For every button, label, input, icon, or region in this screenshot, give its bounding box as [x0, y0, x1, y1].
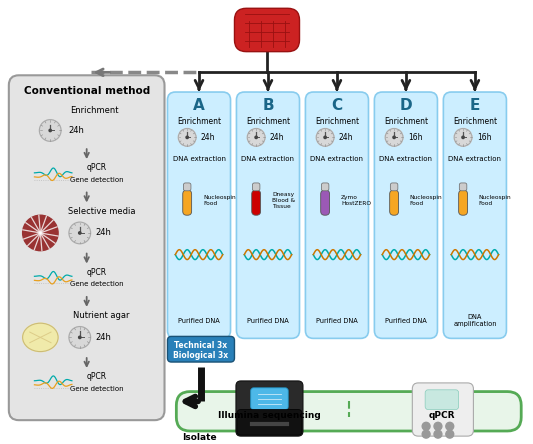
Circle shape [393, 136, 395, 139]
Text: B: B [262, 98, 274, 113]
FancyBboxPatch shape [425, 390, 458, 409]
FancyBboxPatch shape [321, 183, 329, 191]
Text: Nucleospin
Food: Nucleospin Food [479, 195, 512, 206]
Text: Purified DNA: Purified DNA [316, 317, 358, 324]
Circle shape [49, 129, 51, 132]
FancyBboxPatch shape [443, 92, 506, 338]
Text: Purified DNA: Purified DNA [178, 317, 220, 324]
FancyBboxPatch shape [459, 183, 467, 191]
Text: qPCR: qPCR [86, 163, 107, 172]
Text: D: D [400, 98, 412, 113]
FancyBboxPatch shape [183, 190, 192, 215]
Text: Selective media: Selective media [68, 207, 135, 216]
Circle shape [385, 128, 403, 146]
Circle shape [454, 128, 472, 146]
Text: Enrichment: Enrichment [70, 106, 119, 115]
FancyBboxPatch shape [413, 383, 473, 436]
Circle shape [255, 136, 257, 139]
Text: Purified DNA: Purified DNA [247, 317, 289, 324]
FancyBboxPatch shape [374, 92, 438, 338]
FancyBboxPatch shape [237, 92, 300, 338]
Text: qPCR: qPCR [429, 411, 455, 420]
Text: Nucleospin
Food: Nucleospin Food [410, 195, 442, 206]
Text: 16h: 16h [408, 133, 422, 142]
Text: Isolate: Isolate [182, 433, 217, 442]
FancyBboxPatch shape [390, 183, 398, 191]
Circle shape [434, 422, 442, 430]
Text: Zymo
HostZERO: Zymo HostZERO [341, 195, 371, 206]
Text: Purified DNA: Purified DNA [385, 317, 427, 324]
FancyBboxPatch shape [236, 381, 303, 436]
Text: 16h: 16h [477, 133, 491, 142]
Circle shape [324, 136, 326, 139]
Text: 24h: 24h [68, 126, 84, 135]
Text: 24h: 24h [95, 333, 111, 342]
Text: DNA extraction: DNA extraction [173, 156, 225, 162]
Text: Dneasy
Blood &
Tissue: Dneasy Blood & Tissue [272, 192, 295, 209]
FancyBboxPatch shape [252, 190, 261, 215]
Text: DNA extraction: DNA extraction [310, 156, 364, 162]
Text: DNA extraction: DNA extraction [448, 156, 502, 162]
Text: DNA extraction: DNA extraction [241, 156, 294, 162]
Circle shape [39, 119, 61, 141]
FancyBboxPatch shape [390, 190, 399, 215]
Text: 24h: 24h [95, 229, 111, 238]
FancyBboxPatch shape [9, 75, 165, 420]
Text: qPCR: qPCR [86, 268, 107, 277]
Circle shape [422, 422, 430, 430]
Circle shape [434, 430, 442, 438]
Text: Enrichment: Enrichment [384, 117, 428, 126]
Circle shape [69, 222, 91, 244]
Circle shape [179, 128, 196, 146]
Circle shape [78, 336, 81, 339]
Text: C: C [332, 98, 343, 113]
Text: qPCR: qPCR [86, 373, 107, 381]
FancyBboxPatch shape [235, 8, 300, 52]
FancyBboxPatch shape [251, 388, 288, 409]
Circle shape [316, 128, 334, 146]
Text: Conventional method: Conventional method [23, 86, 150, 96]
Circle shape [186, 136, 188, 139]
Text: Enrichment: Enrichment [246, 117, 290, 126]
Text: Nucleospin
Food: Nucleospin Food [203, 195, 236, 206]
Text: 24h: 24h [270, 133, 285, 142]
FancyBboxPatch shape [253, 183, 260, 191]
Text: Enrichment: Enrichment [453, 117, 497, 126]
Text: Gene detection: Gene detection [70, 281, 123, 287]
Text: Enrichment: Enrichment [177, 117, 221, 126]
FancyBboxPatch shape [176, 392, 521, 431]
FancyBboxPatch shape [237, 409, 302, 435]
Text: Technical 3x: Technical 3x [174, 341, 228, 350]
FancyBboxPatch shape [167, 337, 235, 362]
Circle shape [69, 326, 91, 348]
Text: Gene detection: Gene detection [70, 177, 123, 183]
FancyBboxPatch shape [183, 183, 191, 191]
Ellipse shape [22, 323, 58, 352]
Text: Nutrient agar: Nutrient agar [73, 311, 130, 320]
Circle shape [247, 128, 265, 146]
Circle shape [446, 430, 454, 438]
Text: 24h: 24h [201, 133, 215, 142]
Text: Biological 3x: Biological 3x [173, 351, 229, 360]
Circle shape [462, 136, 464, 139]
Circle shape [422, 430, 430, 438]
Text: Enrichment: Enrichment [315, 117, 359, 126]
FancyBboxPatch shape [321, 190, 329, 215]
Text: Illumina sequencing: Illumina sequencing [218, 411, 321, 420]
Circle shape [22, 215, 58, 251]
FancyBboxPatch shape [167, 92, 231, 338]
Text: Gene detection: Gene detection [70, 386, 123, 392]
Text: E: E [470, 98, 480, 113]
FancyBboxPatch shape [458, 190, 467, 215]
Text: DNA extraction: DNA extraction [379, 156, 432, 162]
Text: A: A [193, 98, 205, 113]
Text: DNA
amplification: DNA amplification [453, 314, 497, 327]
Circle shape [78, 232, 81, 234]
FancyBboxPatch shape [305, 92, 368, 338]
Text: 24h: 24h [339, 133, 353, 142]
Circle shape [446, 422, 454, 430]
